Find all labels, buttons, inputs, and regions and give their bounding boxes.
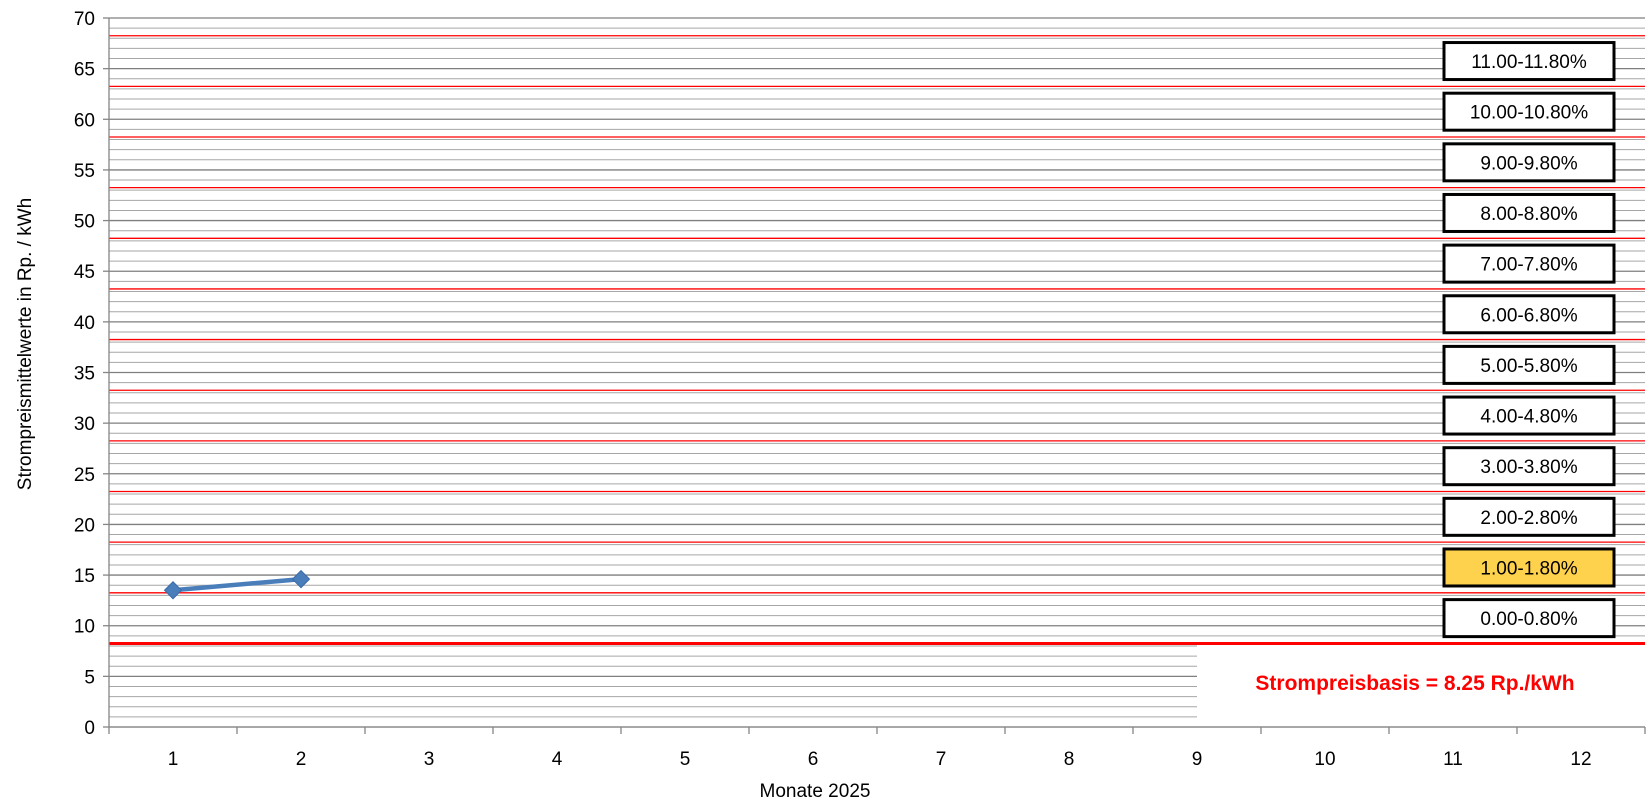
y-tick-label: 0 [84,718,95,739]
y-tick-label: 50 [74,212,95,233]
y-tick-label: 55 [74,161,95,182]
x-tick-label: 11 [1443,749,1463,770]
x-tick-label: 4 [552,749,563,770]
data-point-marker [291,569,311,589]
band-label: 5.00-5.80% [1480,356,1577,377]
y-tick-label: 30 [74,414,95,435]
x-tick-label: 3 [424,749,435,770]
x-tick-label: 9 [1192,749,1203,770]
strompreisbasis-annotation: Strompreisbasis = 8.25 Rp./kWh [1255,672,1574,695]
band-box [1442,243,1616,284]
band-box [1442,142,1616,183]
data-point-marker [163,581,183,600]
x-tick-label: 1 [168,749,179,770]
y-tick-label: 40 [74,313,95,334]
band-label: 3.00-3.80% [1480,457,1577,478]
y-tick-label: 70 [74,9,95,30]
y-tick-label: 25 [74,465,95,486]
band-label: 9.00-9.80% [1480,153,1577,174]
x-tick-label: 10 [1314,749,1335,770]
y-tick-label: 65 [74,60,95,81]
x-tick-label: 2 [296,749,307,770]
y-tick-label: 45 [74,262,95,283]
y-tick-label: 60 [74,110,95,131]
band-box [1442,395,1616,436]
band-label: 4.00-4.80% [1480,407,1577,428]
x-tick-label: 8 [1064,749,1075,770]
y-tick-label: 35 [74,364,95,385]
series-line [172,576,302,593]
x-tick-label: 6 [808,749,819,770]
y-tick-label: 5 [84,667,95,688]
band-label: 6.00-6.80% [1480,305,1577,326]
band-box [1442,192,1616,233]
band-box [1442,91,1616,132]
band-label: 8.00-8.80% [1480,204,1577,225]
y-tick-label: 20 [74,515,95,536]
band-label: 10.00-10.80% [1470,103,1588,124]
band-labels: 0.00-0.80% 1.00-1.80% 2.00-2.80% 3.00-3.80%… [1442,41,1616,639]
band-box [1442,598,1616,639]
band-box [1442,496,1616,537]
band-label: 7.00-7.80% [1480,255,1577,276]
band-label: 0.00-0.80% [1480,609,1577,630]
y-tick-labels: 0 5 10 15 20 25 30 35 40 45 50 55 60 65 70 [74,9,95,739]
y-tick-label: 10 [74,617,95,638]
x-tick-labels: 1 2 3 4 5 6 7 8 9 10 11 12 [168,749,1592,770]
band-box [1442,547,1616,588]
x-axis-label: Monate 2025 [760,781,871,802]
grid-lines [109,17,1645,728]
band-box [1442,41,1616,82]
band-label: 11.00-11.80% [1471,52,1587,73]
y-tick-label: 15 [74,566,95,587]
y-axis-label: Strompreismittelwerte in Rp. / kWh [15,198,36,490]
x-tick-label: 12 [1570,749,1591,770]
band-box [1442,344,1616,385]
axes [103,17,1646,734]
band-box [1442,446,1616,487]
x-tick-label: 7 [936,749,947,770]
data-series [163,569,311,600]
band-box [1442,294,1616,335]
band-label: 2.00-2.80% [1480,508,1577,529]
band-label: 1.00-1.80% [1480,558,1577,579]
x-tick-label: 5 [680,749,691,770]
threshold-lines [109,35,1645,645]
